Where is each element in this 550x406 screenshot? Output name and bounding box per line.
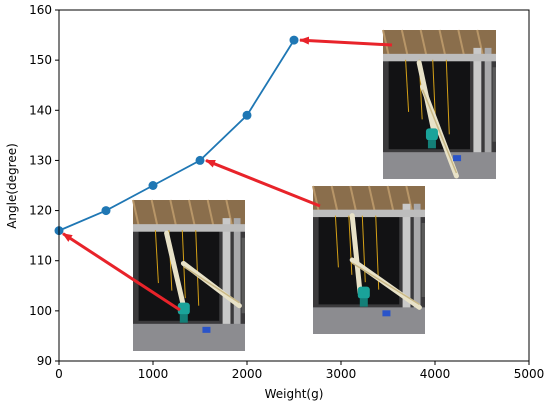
series-line <box>58 39 295 232</box>
inset-photos <box>132 29 496 351</box>
x-tick-label: 0 <box>55 367 63 381</box>
inset-photo <box>312 185 425 334</box>
annotation-arrow <box>205 159 321 208</box>
inset-photo <box>132 199 245 351</box>
y-tick-label: 120 <box>29 204 52 218</box>
y-tick-label: 150 <box>29 53 52 67</box>
x-tick-label: 3000 <box>326 367 357 381</box>
series-layer <box>54 35 299 236</box>
y-axis-ticks: 90 100 110 120 130 140 150 160 <box>29 3 59 368</box>
x-axis-ticks: 0 1000 2000 3000 4000 5000 <box>55 361 544 381</box>
annotation-arrow <box>299 36 393 47</box>
data-point <box>289 35 299 45</box>
data-point <box>101 206 111 216</box>
y-axis-label: Angle(degree) <box>5 143 19 229</box>
x-tick-label: 1000 <box>138 367 169 381</box>
x-tick-label: 5000 <box>514 367 545 381</box>
x-axis-label: Weight(g) <box>265 387 324 401</box>
y-tick-label: 130 <box>29 153 52 167</box>
y-tick-label: 110 <box>29 254 52 268</box>
x-tick-label: 2000 <box>232 367 263 381</box>
annotation-arrows <box>62 36 393 312</box>
y-tick-label: 140 <box>29 103 52 117</box>
data-point <box>148 181 158 190</box>
data-point <box>195 155 205 165</box>
plot-frame <box>58 9 530 362</box>
data-point <box>242 110 252 120</box>
x-tick-label: 4000 <box>420 367 451 381</box>
y-tick-label: 160 <box>29 3 52 17</box>
y-tick-label: 90 <box>37 354 52 368</box>
inset-photo <box>382 29 496 179</box>
y-tick-label: 100 <box>29 304 52 318</box>
annotation-arrow <box>62 232 181 312</box>
